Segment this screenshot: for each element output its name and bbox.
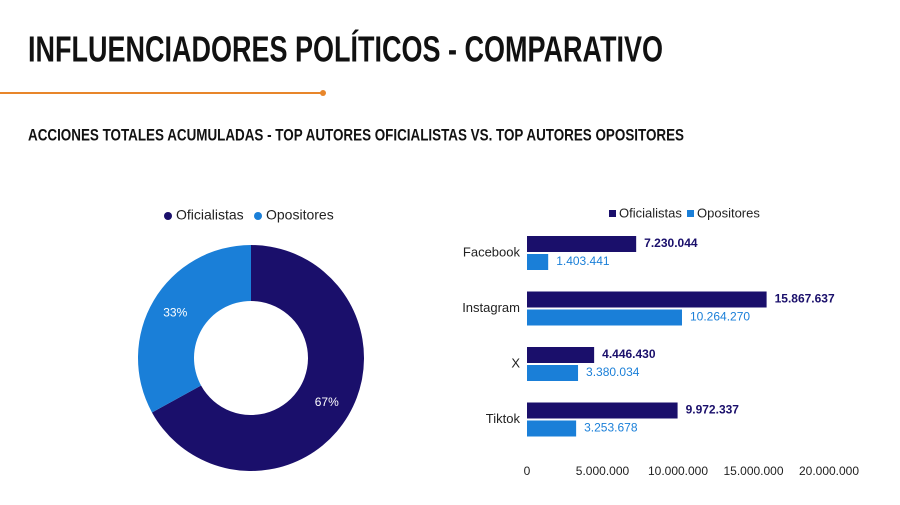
legend-label: Opositores bbox=[697, 205, 760, 220]
bar bbox=[527, 420, 577, 437]
x-tick-label: 0 bbox=[524, 464, 531, 478]
y-tick-label: X bbox=[511, 355, 520, 370]
bar-value-label: 3.380.034 bbox=[586, 365, 640, 379]
legend-label: Oficialistas bbox=[619, 205, 682, 220]
bar bbox=[527, 402, 678, 419]
legend-swatch bbox=[687, 210, 694, 217]
x-tick-label: 5.000.000 bbox=[576, 464, 630, 478]
bar bbox=[527, 347, 595, 363]
subtitle: ACCIONES TOTALES ACUMULADAS - TOP AUTORE… bbox=[28, 125, 684, 144]
bar-value-label: 4.446.430 bbox=[602, 347, 656, 361]
x-tick-label: 15.000.000 bbox=[723, 464, 783, 478]
donut-slice bbox=[138, 245, 251, 413]
slice-label: 33% bbox=[163, 305, 187, 319]
bar-value-label: 1.403.441 bbox=[556, 254, 610, 268]
x-tick-label: 10.000.000 bbox=[648, 464, 708, 478]
bar bbox=[527, 291, 767, 308]
bar bbox=[527, 236, 637, 252]
bar-value-label: 9.972.337 bbox=[686, 403, 740, 417]
bar-value-label: 7.230.044 bbox=[644, 236, 698, 250]
bar bbox=[527, 309, 682, 326]
x-tick-label: 20.000.000 bbox=[799, 464, 859, 478]
bar bbox=[527, 365, 579, 381]
bar-value-label: 15.867.637 bbox=[775, 292, 835, 306]
legend-swatch bbox=[164, 212, 172, 220]
bar bbox=[527, 254, 549, 270]
slice-label: 67% bbox=[315, 395, 339, 409]
donut-slice bbox=[151, 245, 364, 472]
y-tick-label: Instagram bbox=[462, 300, 520, 315]
rule-dot bbox=[320, 90, 326, 96]
legend-label: Opositores bbox=[266, 207, 334, 223]
page-title: INFLUENCIADORES POLÍTICOS - COMPARATIVO bbox=[28, 29, 663, 70]
legend-swatch bbox=[609, 210, 616, 217]
y-tick-label: Facebook bbox=[463, 244, 521, 259]
legend-swatch bbox=[254, 212, 262, 220]
y-tick-label: Tiktok bbox=[486, 411, 521, 426]
legend-label: Oficialistas bbox=[176, 207, 244, 223]
bar-value-label: 10.264.270 bbox=[690, 310, 750, 324]
bar-value-label: 3.253.678 bbox=[584, 421, 638, 435]
